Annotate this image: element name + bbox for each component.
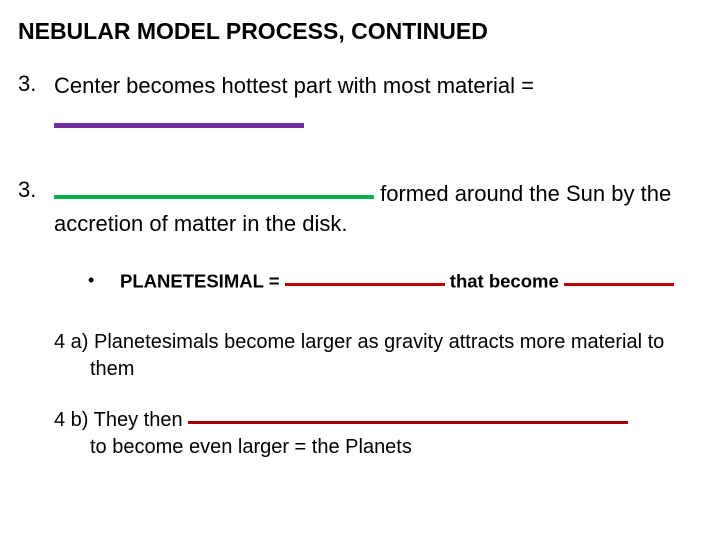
list-item-3b: 3. formed around the Sun by the accretio… (18, 177, 702, 238)
blank-purple (54, 109, 304, 128)
bullet-icon: • (88, 268, 120, 293)
list-item-3a: 3. Center becomes hottest part with most… (18, 71, 702, 101)
list-item-4b: 4 b) They then to become even larger = t… (54, 405, 702, 461)
item-text: Center becomes hottest part with most ma… (54, 71, 534, 101)
page-title: NEBULAR MODEL PROCESS, CONTINUED (18, 18, 702, 45)
sub-lead: PLANETESIMAL = (120, 271, 285, 292)
item-label: 4 a) (54, 331, 88, 353)
blank-darkred (188, 403, 628, 424)
item-text: formed around the Sun by the accretion o… (54, 177, 702, 238)
item-continuation: them (90, 356, 702, 383)
list-item-4a: 4 a) Planetesimals become larger as grav… (54, 329, 702, 383)
blank-red-2 (564, 266, 674, 286)
item-text: Planetesimals become larger as gravity a… (88, 331, 664, 353)
item-text: They then (88, 409, 188, 431)
item-label: 4 b) (54, 409, 88, 431)
item-number: 3. (18, 71, 54, 97)
item-number: 3. (18, 177, 54, 203)
sub-bullet: • PLANETESIMAL = that become (88, 268, 702, 295)
blank-red-1 (285, 266, 445, 286)
item-continuation: to become even larger = the Planets (90, 434, 702, 461)
sub-mid: that become (445, 271, 564, 292)
blank-green (54, 175, 374, 199)
sub-text: PLANETESIMAL = that become (120, 268, 674, 295)
